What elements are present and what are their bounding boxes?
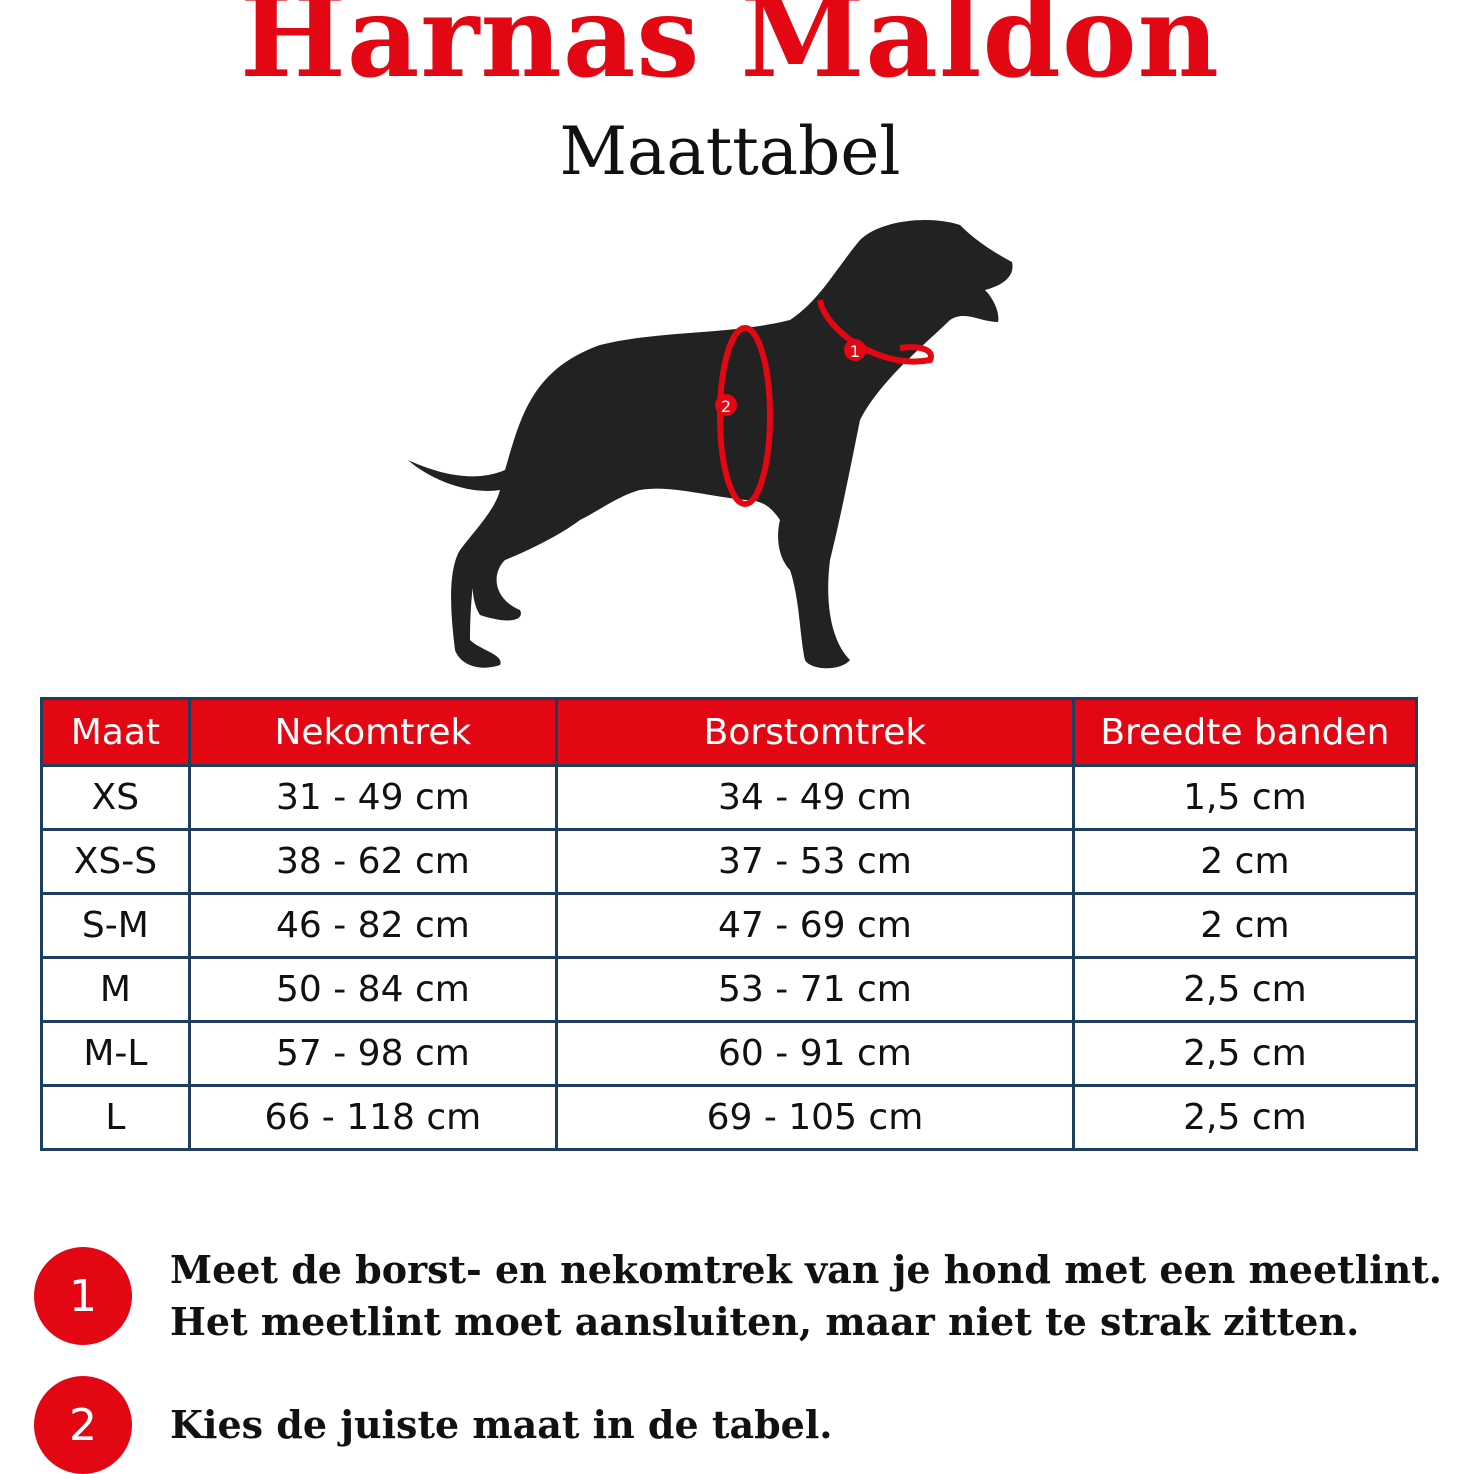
cell-chest: 34 - 49 cm [555,764,1075,831]
cell-strap-width: 2,5 cm [1071,1084,1419,1151]
cell-size: S-M [40,892,191,959]
cell-size: XS-S [40,828,191,895]
cell-chest: 53 - 71 cm [555,956,1075,1023]
cell-strap-width: 1,5 cm [1071,764,1419,831]
marker-1-icon [844,339,866,361]
step-2-number-badge: 2 [34,1376,132,1474]
table-row: S-M 46 - 82 cm 47 - 69 cm 2 cm [40,892,1419,959]
cell-size: M-L [40,1020,191,1087]
size-table: Maat Nekomtrek Borstomtrek Breedte bande… [40,697,1419,1151]
page-title: Harnas Maldon [240,0,1220,103]
cell-chest: 37 - 53 cm [555,828,1075,895]
table-row: L 66 - 118 cm 69 - 105 cm 2,5 cm [40,1084,1419,1151]
step-2-line-1: Kies de juiste maat in de tabel. [170,1402,833,1447]
cell-chest: 60 - 91 cm [555,1020,1075,1087]
cell-strap-width: 2,5 cm [1071,1020,1419,1087]
step-1-line-1: Meet de borst- en nekomtrek van je hond … [170,1247,1442,1292]
cell-neck: 57 - 98 cm [187,1020,559,1087]
marker-2-icon [715,394,737,416]
step-1: 1 Meet de borst- en nekomtrek van je hon… [34,1244,1442,1348]
dog-illustration: 1 2 [408,220,1013,669]
cell-neck: 31 - 49 cm [187,764,559,831]
cell-chest: 69 - 105 cm [555,1084,1075,1151]
header-strap-width: Breedte banden [1071,697,1419,767]
cell-neck: 66 - 118 cm [187,1084,559,1151]
table-row: XS-S 38 - 62 cm 37 - 53 cm 2 cm [40,828,1419,895]
cell-strap-width: 2,5 cm [1071,956,1419,1023]
chest-measure-ring [717,325,773,507]
cell-chest: 47 - 69 cm [555,892,1075,959]
dog-silhouette [408,220,1013,669]
neck-measure-ring [817,299,934,365]
cell-strap-width: 2 cm [1071,828,1419,895]
header-size: Maat [40,697,191,767]
step-2: 2 Kies de juiste maat in de tabel. [34,1376,833,1474]
table-row: XS 31 - 49 cm 34 - 49 cm 1,5 cm [40,764,1419,831]
cell-neck: 46 - 82 cm [187,892,559,959]
marker-2-label: 2 [721,397,731,416]
marker-1-label: 1 [850,342,860,361]
step-1-number-badge: 1 [34,1247,132,1345]
cell-neck: 50 - 84 cm [187,956,559,1023]
step-1-line-2: Het meetlint moet aansluiten, maar niet … [170,1299,1360,1344]
header-neck: Nekomtrek [187,697,559,767]
cell-size: M [40,956,191,1023]
cell-strap-width: 2 cm [1071,892,1419,959]
cell-size: L [40,1084,191,1151]
table-row: M 50 - 84 cm 53 - 71 cm 2,5 cm [40,956,1419,1023]
cell-size: XS [40,764,191,831]
table-header-row: Maat Nekomtrek Borstomtrek Breedte bande… [40,697,1419,767]
page-subtitle: Maattabel [559,113,901,190]
header-chest: Borstomtrek [555,697,1075,767]
table-row: M-L 57 - 98 cm 60 - 91 cm 2,5 cm [40,1020,1419,1087]
cell-neck: 38 - 62 cm [187,828,559,895]
